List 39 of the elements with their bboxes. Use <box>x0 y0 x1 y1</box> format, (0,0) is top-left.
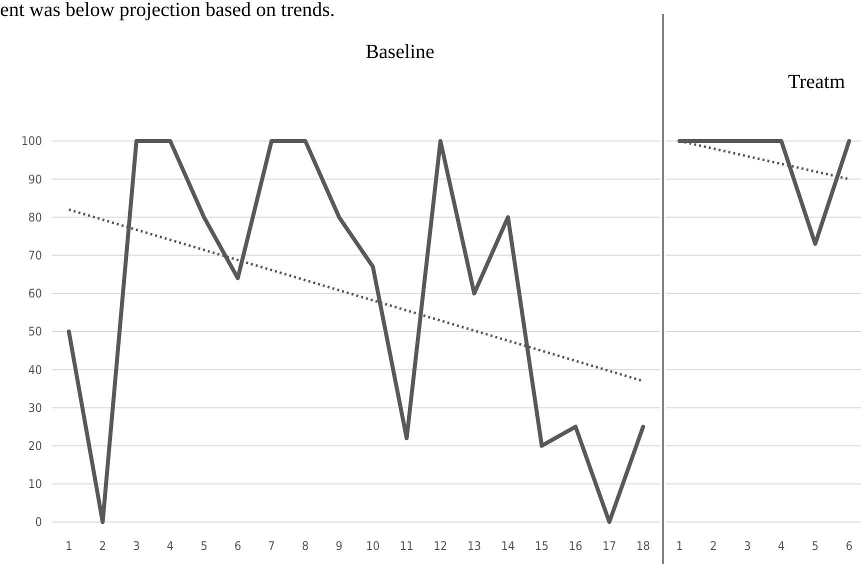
y-tick-label: 30 <box>28 400 42 415</box>
x-tick-label: 2 <box>99 539 106 553</box>
x-tick-label: 1 <box>65 539 72 553</box>
x-tick-label: 3 <box>744 539 751 553</box>
x-tick-label: 5 <box>812 539 819 553</box>
x-tick-label: 13 <box>467 539 482 553</box>
x-tick-label: 1 <box>676 539 684 553</box>
x-tick-label: 6 <box>846 539 853 553</box>
x-tick-label: 9 <box>336 539 343 553</box>
x-tick-label: 10 <box>366 539 380 553</box>
x-tick-label: 4 <box>778 539 785 553</box>
x-tick-label: 7 <box>268 539 275 553</box>
chart-title: Baseline <box>366 41 435 63</box>
x-tick-label: 15 <box>534 539 549 553</box>
x-tick-label: 17 <box>602 539 616 553</box>
y-tick-label: 80 <box>28 210 42 224</box>
x-tick-label: 5 <box>200 539 208 553</box>
y-tick-label: 100 <box>21 134 42 148</box>
chart-title: Treatm <box>788 71 846 93</box>
line-series <box>66 139 646 524</box>
y-tick-label: 70 <box>28 248 42 262</box>
x-tick-label: 12 <box>434 539 448 553</box>
y-tick-label: 40 <box>28 362 42 377</box>
y-tick-label: 60 <box>28 286 42 301</box>
y-tick-label: 20 <box>28 439 42 453</box>
x-tick-label: 8 <box>302 539 309 553</box>
x-tick-label: 6 <box>234 539 242 553</box>
x-tick-label: 2 <box>710 539 717 553</box>
x-tick-label: 3 <box>133 539 140 553</box>
y-tick-label: 0 <box>35 515 42 530</box>
y-tick-label: 50 <box>28 324 42 339</box>
y-tick-label: 10 <box>28 477 42 492</box>
x-tick-label: 18 <box>636 539 650 553</box>
text: ent was below projection based on trends. <box>0 0 335 21</box>
y-tick-label: 90 <box>28 172 42 186</box>
x-tick-label: 16 <box>568 539 583 553</box>
x-tick-label: 14 <box>501 539 515 553</box>
x-tick-label: 4 <box>166 539 174 553</box>
x-tick-label: 11 <box>400 539 414 553</box>
